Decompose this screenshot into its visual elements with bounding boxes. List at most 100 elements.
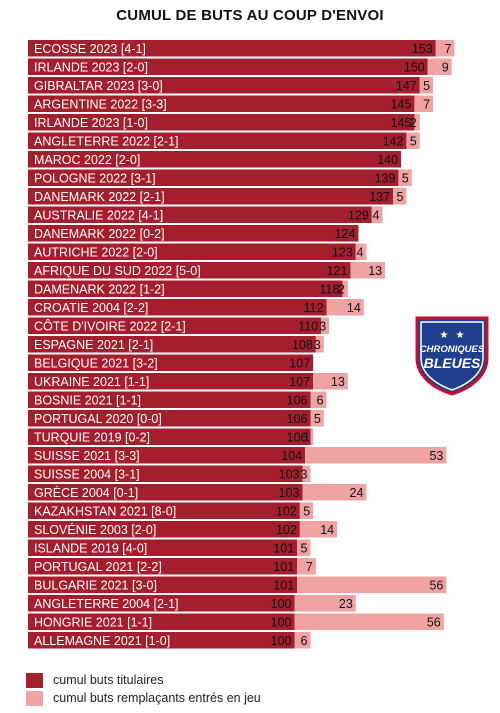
value-label-remplacants: 5 [396, 190, 403, 204]
bar-remplacants [398, 169, 412, 186]
category-label: DAMENARK 2022 [1-2] [34, 282, 165, 296]
value-label-titulaires: 106 [287, 430, 308, 444]
category-label: PORTUGAL 2020 [0-0] [34, 412, 162, 426]
category-label: SUISSE 2004 [3-1] [34, 467, 140, 481]
bar-remplacants [302, 484, 367, 501]
bar-titulaires [28, 410, 311, 427]
bar-remplacants [313, 373, 348, 390]
bar-row: SUISSE 2021 [3-3] 104 53 [28, 447, 447, 464]
bar-row: SLOVÉNIE 2003 [2-0] 102 14 [28, 521, 338, 538]
bar-remplacants [326, 299, 364, 316]
bar-row: ISLANDE 2019 [4-0] 101 5 [28, 539, 311, 556]
category-label: ANGLETERRE 2004 [2-1] [34, 597, 179, 611]
bar-remplacants [294, 632, 311, 649]
value-label-remplacants: 5 [303, 504, 310, 518]
legend-label-titulaires: cumul buts titulaires [53, 673, 164, 687]
bar-titulaires [28, 465, 303, 482]
value-label-remplacants: 5 [410, 134, 417, 148]
bar-row: AUSTRALIE 2022 [4-1] 129 4 [28, 206, 383, 223]
value-label-remplacants: 14 [320, 523, 334, 537]
value-label-remplacants: 6 [301, 634, 308, 648]
category-label: ANGLETERRE 2022 [2-1] [34, 134, 179, 148]
bar-remplacants [355, 243, 367, 260]
bar-titulaires [28, 373, 314, 390]
value-label-titulaires: 153 [412, 42, 433, 56]
bar-titulaires [28, 595, 295, 612]
bar-remplacants [393, 188, 407, 205]
value-label-remplacants: 6 [317, 393, 324, 407]
category-label: CROATIE 2004 [2-2] [34, 301, 148, 315]
value-label-remplacants: 7 [423, 97, 430, 111]
value-label-remplacants: 5 [423, 79, 430, 93]
bar-remplacants [310, 410, 324, 427]
value-label-titulaires: 102 [276, 504, 297, 518]
value-label-remplacants: 3 [314, 338, 321, 352]
bar-row: AFRIQUE DU SUD 2022 [5-0] 121 13 [28, 262, 386, 279]
value-label-titulaires: 100 [271, 615, 292, 629]
category-label: BELGIQUE 2021 [3-2] [34, 356, 158, 370]
value-label-remplacants: 3 [301, 467, 308, 481]
value-label-titulaires: 100 [271, 634, 292, 648]
bar-titulaires [28, 428, 311, 445]
bar-row: CÔTE D'IVOIRE 2022 [2-1] 110 3 [28, 317, 330, 334]
bar-titulaires [28, 484, 303, 501]
bar-row: KAZAKHSTAN 2021 [8-0] 102 5 [28, 502, 314, 519]
value-label-titulaires: 137 [369, 190, 390, 204]
category-label: ALLEMAGNE 2021 [1-0] [34, 634, 170, 648]
bar-titulaires [28, 188, 394, 205]
bar-row: DANEMARK 2022 [0-2] 124 [28, 225, 359, 242]
value-label-remplacants: 4 [372, 208, 379, 222]
bar-row: HONGRIE 2021 [1-1] 100 56 [28, 613, 444, 630]
category-label: ISLANDE 2019 [4-0] [34, 541, 147, 555]
bar-remplacants [294, 613, 444, 630]
bar-remplacants [310, 391, 327, 408]
value-label-titulaires: 106 [287, 412, 308, 426]
bar-remplacants [305, 447, 447, 464]
value-label-remplacants: 4 [357, 245, 364, 259]
value-label-titulaires: 101 [273, 541, 294, 555]
value-label-remplacants: 53 [429, 449, 443, 463]
bar-remplacants [299, 521, 338, 538]
value-label-titulaires: 104 [281, 449, 302, 463]
category-label: BOSNIE 2021 [1-1] [34, 393, 141, 407]
bar-row: IRLANDE 2023 [2-0] 150 9 [28, 58, 452, 75]
bar-remplacants [342, 280, 348, 297]
bar-titulaires [28, 576, 298, 593]
bar-row: ECOSSE 2023 [4-1] 153 7 [28, 40, 455, 57]
value-label-titulaires: 147 [396, 79, 417, 93]
value-label-remplacants: 5 [402, 171, 409, 185]
bar-remplacants [414, 114, 420, 131]
bar-titulaires [28, 354, 314, 371]
bar-row: ARGENTINE 2022 [3-3] 145 7 [28, 95, 434, 112]
bar-titulaires [28, 225, 359, 242]
value-label-remplacants: 1 [303, 430, 310, 444]
category-label: KAZAKHSTAN 2021 [8-0] [34, 504, 176, 518]
value-label-titulaires: 123 [332, 245, 353, 259]
value-label-titulaires: 121 [327, 264, 348, 278]
svg-text:★: ★ [456, 330, 465, 341]
bar-remplacants [350, 262, 386, 279]
value-label-titulaires: 108 [292, 338, 313, 352]
value-label-remplacants: 5 [301, 541, 308, 555]
bar-remplacants [427, 58, 452, 75]
value-label-titulaires: 145 [391, 97, 412, 111]
bar-row: AUTRICHE 2022 [2-0] 123 4 [28, 243, 367, 260]
bar-remplacants [302, 465, 311, 482]
bar-row: BOSNIE 2021 [1-1] 106 6 [28, 391, 327, 408]
bar-row: ANGLETERRE 2004 [2-1] 100 23 [28, 595, 356, 612]
legend-item-remplacants: cumul buts remplaçants entrés en jeu [26, 689, 261, 707]
category-label: DANEMARK 2022 [0-2] [34, 227, 165, 241]
category-label: IRLANDE 2023 [2-0] [34, 60, 148, 74]
category-label: CÔTE D'IVOIRE 2022 [2-1] [34, 318, 186, 333]
bar-titulaires [28, 169, 399, 186]
bar-row: CROATIE 2004 [2-2] 112 14 [28, 299, 364, 316]
bar-row: PORTUGAL 2021 [2-2] 101 7 [28, 558, 316, 575]
bar-titulaires [28, 613, 295, 630]
category-label: IRLANDE 2023 [1-0] [34, 116, 148, 130]
bar-titulaires [28, 77, 420, 94]
bar-row: SUISSE 2004 [3-1] 103 3 [28, 465, 311, 482]
bar-row: GIBRALTAR 2023 [3-0] 147 5 [28, 77, 434, 94]
